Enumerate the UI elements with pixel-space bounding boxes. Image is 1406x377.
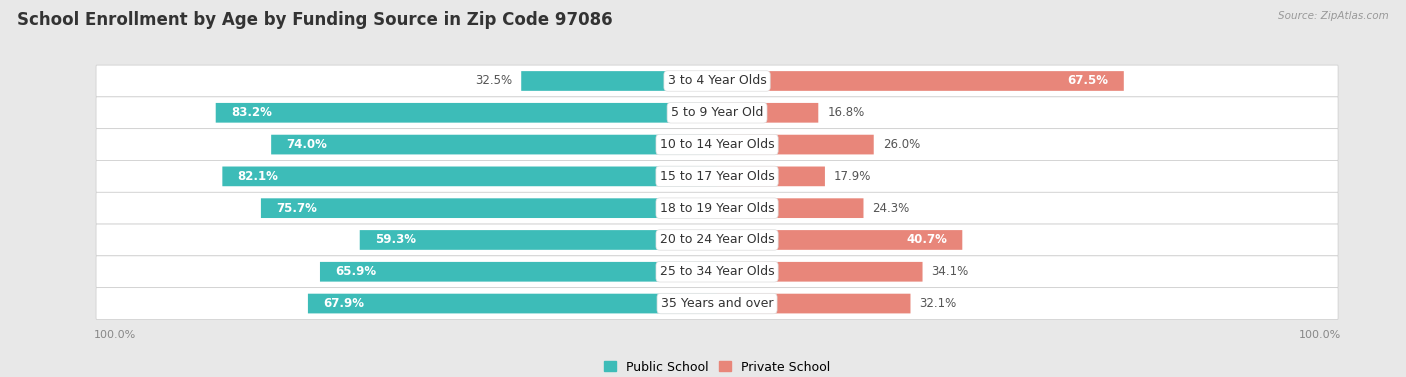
FancyBboxPatch shape: [215, 103, 717, 123]
FancyBboxPatch shape: [717, 103, 818, 123]
Text: 26.0%: 26.0%: [883, 138, 920, 151]
Text: 20 to 24 Year Olds: 20 to 24 Year Olds: [659, 233, 775, 247]
Text: 67.9%: 67.9%: [323, 297, 364, 310]
FancyBboxPatch shape: [222, 167, 717, 186]
FancyBboxPatch shape: [360, 230, 717, 250]
FancyBboxPatch shape: [96, 256, 1339, 288]
Text: 59.3%: 59.3%: [375, 233, 416, 247]
FancyBboxPatch shape: [96, 192, 1339, 224]
FancyBboxPatch shape: [262, 198, 717, 218]
FancyBboxPatch shape: [522, 71, 717, 91]
Text: 32.5%: 32.5%: [475, 75, 512, 87]
FancyBboxPatch shape: [96, 129, 1339, 161]
FancyBboxPatch shape: [96, 161, 1339, 192]
Text: 83.2%: 83.2%: [231, 106, 271, 119]
FancyBboxPatch shape: [717, 167, 825, 186]
Text: 16.8%: 16.8%: [827, 106, 865, 119]
Text: Source: ZipAtlas.com: Source: ZipAtlas.com: [1278, 11, 1389, 21]
FancyBboxPatch shape: [96, 288, 1339, 319]
FancyBboxPatch shape: [271, 135, 717, 155]
FancyBboxPatch shape: [717, 135, 873, 155]
FancyBboxPatch shape: [717, 230, 962, 250]
Text: 40.7%: 40.7%: [907, 233, 948, 247]
Text: 18 to 19 Year Olds: 18 to 19 Year Olds: [659, 202, 775, 215]
Legend: Public School, Private School: Public School, Private School: [602, 358, 832, 376]
Text: 35 Years and over: 35 Years and over: [661, 297, 773, 310]
FancyBboxPatch shape: [308, 294, 717, 313]
FancyBboxPatch shape: [717, 294, 911, 313]
Text: 67.5%: 67.5%: [1067, 75, 1109, 87]
Text: 34.1%: 34.1%: [932, 265, 969, 278]
FancyBboxPatch shape: [96, 224, 1339, 256]
Text: 25 to 34 Year Olds: 25 to 34 Year Olds: [659, 265, 775, 278]
FancyBboxPatch shape: [96, 65, 1339, 97]
Text: 75.7%: 75.7%: [276, 202, 316, 215]
FancyBboxPatch shape: [717, 262, 922, 282]
Text: 5 to 9 Year Old: 5 to 9 Year Old: [671, 106, 763, 119]
FancyBboxPatch shape: [96, 97, 1339, 129]
Text: 24.3%: 24.3%: [873, 202, 910, 215]
Text: 65.9%: 65.9%: [335, 265, 377, 278]
FancyBboxPatch shape: [321, 262, 717, 282]
Text: 3 to 4 Year Olds: 3 to 4 Year Olds: [668, 75, 766, 87]
Text: 82.1%: 82.1%: [238, 170, 278, 183]
Text: School Enrollment by Age by Funding Source in Zip Code 97086: School Enrollment by Age by Funding Sour…: [17, 11, 613, 29]
Text: 74.0%: 74.0%: [287, 138, 328, 151]
Text: 10 to 14 Year Olds: 10 to 14 Year Olds: [659, 138, 775, 151]
FancyBboxPatch shape: [717, 198, 863, 218]
Text: 32.1%: 32.1%: [920, 297, 956, 310]
Text: 17.9%: 17.9%: [834, 170, 872, 183]
FancyBboxPatch shape: [717, 71, 1123, 91]
Text: 15 to 17 Year Olds: 15 to 17 Year Olds: [659, 170, 775, 183]
